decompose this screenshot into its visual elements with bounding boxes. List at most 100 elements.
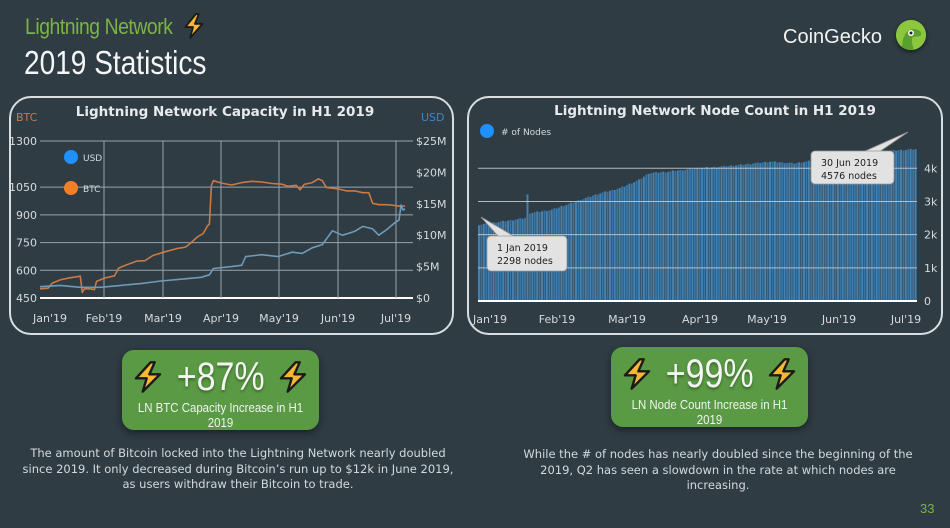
node-count-bar bbox=[878, 151, 881, 301]
node-count-bar bbox=[807, 160, 810, 301]
nodes-legend-marker bbox=[480, 124, 494, 138]
node-count-bar bbox=[829, 157, 832, 301]
node-count-bar bbox=[853, 153, 856, 301]
start-annotation-date: 1 Jan 2019 bbox=[497, 243, 548, 254]
usd-series-line bbox=[39, 204, 406, 289]
node-count-bar bbox=[589, 196, 592, 301]
node-count-bar bbox=[618, 188, 621, 301]
node-count-bar bbox=[834, 157, 837, 301]
y-left-tick-label: 600 bbox=[16, 264, 37, 277]
end-annotation-box bbox=[810, 150, 895, 185]
node-count-bar bbox=[735, 165, 738, 301]
node-count-bar bbox=[628, 183, 631, 301]
node-count-bar bbox=[587, 196, 590, 301]
btc-legend-label: BTC bbox=[83, 185, 100, 195]
x-tick-label: Feb'19 bbox=[86, 312, 123, 325]
node-count-bar bbox=[732, 166, 735, 301]
node-count-bar bbox=[858, 152, 861, 301]
slide-subtitle: Lightning Network bbox=[25, 14, 206, 40]
node-count-bar bbox=[812, 160, 815, 301]
y-right-tick-label: $10M bbox=[416, 229, 447, 242]
usd-legend-label: USD bbox=[83, 154, 102, 164]
node-count-bar bbox=[662, 171, 665, 301]
x-tick-label: Jul'19 bbox=[890, 313, 921, 326]
node-count-bar bbox=[793, 163, 796, 301]
node-count-bar bbox=[635, 180, 638, 301]
node-count-bar bbox=[900, 149, 902, 301]
x-tick-label: Apr'19 bbox=[682, 313, 718, 326]
node-count-bar bbox=[800, 162, 803, 301]
slide-title: 2019 Statistics bbox=[24, 44, 207, 81]
node-count-bar bbox=[611, 189, 614, 301]
node-count-bar bbox=[861, 153, 864, 301]
node-count-bar bbox=[868, 152, 871, 301]
node-count-bar bbox=[594, 194, 597, 301]
btc-capacity-stat-box: +87% LN BTC Capacity Increase in H1 2019 bbox=[122, 350, 319, 430]
node-count-bar bbox=[839, 155, 842, 301]
node-count-bar bbox=[897, 150, 900, 301]
lightning-bolt-icon bbox=[132, 361, 164, 393]
y-tick-label: 2k bbox=[924, 229, 938, 242]
node-count-bar bbox=[795, 163, 798, 301]
capacity-chart-title: Lightning Network Capacity in H1 2019 bbox=[75, 104, 375, 120]
node-count-bar bbox=[480, 224, 483, 301]
btc-capacity-percent: +87% bbox=[176, 355, 265, 399]
node-count-chart-panel bbox=[467, 96, 943, 335]
node-count-bar bbox=[846, 154, 849, 301]
node-count-bar bbox=[623, 186, 626, 301]
node-count-bar bbox=[737, 164, 740, 301]
node-count-bar bbox=[684, 169, 687, 301]
gecko-logo-icon bbox=[896, 20, 926, 50]
node-count-bar bbox=[601, 192, 604, 301]
nodes-legend-label: # of Nodes bbox=[501, 128, 551, 138]
node-count-bar bbox=[725, 166, 728, 301]
node-count-bar bbox=[722, 165, 725, 301]
node-count-bar bbox=[819, 159, 822, 301]
x-tick-label: Jul'19 bbox=[380, 312, 411, 325]
node-count-bar bbox=[776, 162, 779, 301]
x-tick-label: May'19 bbox=[259, 312, 299, 325]
node-count-bar bbox=[832, 156, 835, 301]
usd-axis-label: USD bbox=[421, 111, 445, 124]
btc-legend-marker bbox=[64, 181, 78, 195]
node-count-bar bbox=[769, 161, 771, 301]
node-count-bar bbox=[621, 186, 624, 301]
node-count-bar bbox=[863, 152, 866, 301]
node-count-bar bbox=[638, 179, 641, 301]
node-count-bar bbox=[485, 223, 488, 301]
node-count-bar bbox=[669, 171, 672, 301]
capacity-chart-panel bbox=[9, 96, 454, 335]
node-count-bar bbox=[478, 225, 480, 301]
node-count-bar bbox=[773, 161, 776, 301]
node-count-bar bbox=[582, 199, 585, 301]
y-tick-label: 4k bbox=[924, 162, 938, 175]
node-count-bar bbox=[803, 162, 805, 301]
node-count-bar bbox=[873, 151, 876, 301]
node-count-bar bbox=[778, 162, 781, 301]
y-left-tick-label: 1300 bbox=[9, 135, 37, 148]
node-count-bar bbox=[657, 172, 660, 301]
y-tick-label: 1k bbox=[924, 262, 938, 275]
node-count-bar bbox=[756, 162, 759, 301]
node-count-bar bbox=[805, 161, 808, 301]
node-count-bar bbox=[659, 172, 662, 301]
node-count-bar bbox=[824, 157, 827, 301]
node-count-bar bbox=[912, 149, 915, 301]
x-tick-label: Jan'19 bbox=[32, 312, 67, 325]
node-count-bar bbox=[892, 149, 895, 301]
node-count-bar bbox=[786, 163, 788, 301]
y-tick-label: 3k bbox=[924, 195, 938, 208]
node-count-bar bbox=[875, 151, 878, 301]
node-count-stat-box: +99% LN Node Count Increase in H1 2019 bbox=[611, 347, 808, 427]
x-tick-label: Mar'19 bbox=[144, 312, 182, 325]
node-count-bar bbox=[841, 154, 844, 301]
node-count-bar bbox=[810, 161, 813, 301]
node-count-bar bbox=[650, 173, 653, 301]
node-count-bar bbox=[482, 223, 485, 301]
node-count-bar bbox=[866, 151, 869, 301]
node-count-bar bbox=[672, 170, 674, 301]
start-annotation-value: 2298 nodes bbox=[497, 256, 553, 267]
capacity-chart: 1300 1050 900 750 600 450 $25M $20M $15M $10M $5M $… bbox=[9, 135, 447, 325]
node-count-bar bbox=[844, 155, 847, 301]
node-count-bar bbox=[596, 194, 599, 301]
